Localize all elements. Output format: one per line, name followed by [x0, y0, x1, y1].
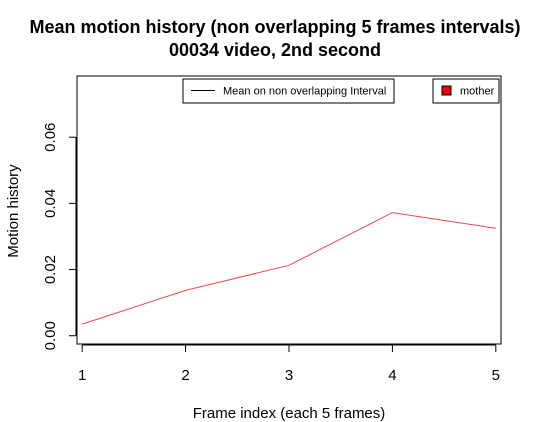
legend-mother: mother [432, 78, 500, 104]
x-tick-label: 3 [285, 367, 293, 384]
x-axis-label: Frame index (each 5 frames) [193, 405, 386, 422]
plot-frame [76, 75, 502, 345]
y-tick-label: 0.02 [42, 255, 59, 284]
series-layer [82, 212, 496, 325]
legend-interval-label: Mean on non overlapping Interval [223, 86, 386, 98]
x-tick-label: 5 [492, 367, 500, 384]
chart-title: Mean motion history (non overlapping 5 f… [29, 17, 520, 37]
legend-interval: Mean on non overlapping Interval [182, 78, 395, 104]
legend-interval-box [182, 78, 395, 104]
x-tick-label: 2 [181, 367, 189, 384]
y-axis: 0.00 0.02 0.04 0.06 [42, 123, 77, 350]
y-tick-label: 0.00 [42, 321, 59, 350]
legend-mother-swatch-icon [441, 85, 452, 96]
y-axis-label: Motion history [5, 164, 22, 258]
x-tick-label: 1 [78, 367, 86, 384]
series-line-mother [82, 212, 496, 325]
y-tick-label: 0.04 [42, 189, 59, 218]
legend-mother-label: mother [460, 86, 495, 98]
y-tick-label: 0.06 [42, 123, 59, 152]
chart-subtitle: 00034 video, 2nd second [169, 40, 381, 60]
x-tick-label: 4 [388, 367, 396, 384]
x-axis: 1 2 3 4 5 [78, 344, 500, 384]
